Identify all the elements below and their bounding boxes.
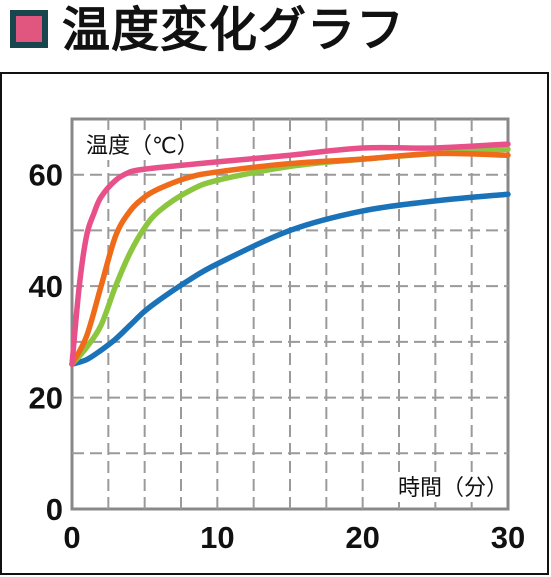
series-line-3 bbox=[69, 191, 511, 367]
title-marker-fill bbox=[16, 16, 42, 42]
series-line-0 bbox=[69, 141, 511, 367]
axis-ticks: 0 20 40 60 0 10 20 30 bbox=[29, 158, 526, 555]
x-tick-label: 30 bbox=[491, 520, 525, 555]
x-tick-label: 10 bbox=[200, 520, 234, 555]
x-axis-label: 時間（分） bbox=[398, 476, 508, 501]
page-header: 温度変化グラフ bbox=[0, 0, 551, 64]
y-tick-label: 60 bbox=[29, 158, 63, 193]
xlabel-background bbox=[394, 472, 502, 502]
y-tick-label: 20 bbox=[29, 381, 63, 416]
title-marker-icon bbox=[10, 10, 48, 48]
chart-panel bbox=[0, 72, 549, 575]
y-tick-label: 40 bbox=[29, 269, 63, 304]
series-lines bbox=[69, 141, 511, 367]
series-line-1 bbox=[69, 150, 511, 367]
page-title: 温度変化グラフ bbox=[62, 2, 406, 58]
ylabel-background bbox=[82, 130, 190, 160]
x-tick-label: 0 bbox=[63, 520, 80, 555]
x-tick-label: 20 bbox=[345, 520, 379, 555]
y-axis-label: 温度（℃） bbox=[86, 134, 199, 159]
y-tick-label: 0 bbox=[46, 492, 63, 527]
